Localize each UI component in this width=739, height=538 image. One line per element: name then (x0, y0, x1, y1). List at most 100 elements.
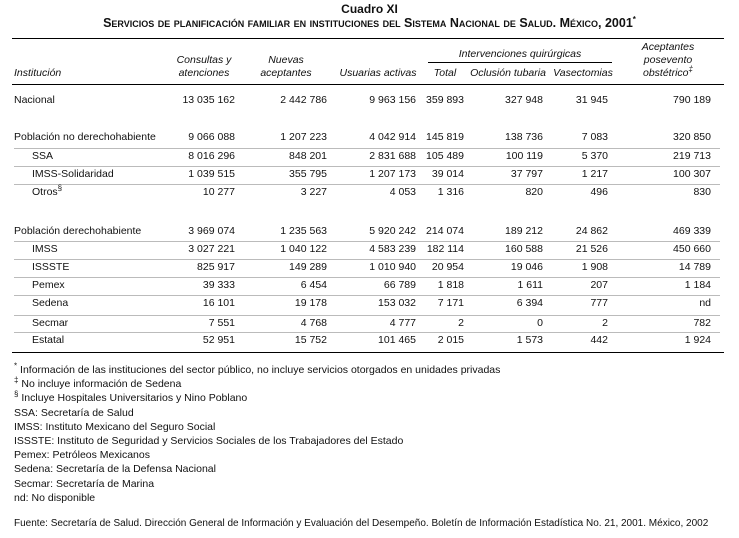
cell: 4 053 (389, 186, 416, 198)
row-label-text: Nacional (14, 94, 55, 106)
row-label-text: Población no derechohabiente (14, 131, 156, 143)
cell: 320 850 (673, 131, 711, 143)
cell: 782 (693, 317, 711, 329)
footnote-text: SSA: Secretaría de Salud (14, 406, 134, 419)
rule (12, 84, 724, 85)
cell: 327 948 (505, 94, 543, 106)
row-label: Secmar (32, 317, 68, 330)
cell: 19 046 (510, 261, 543, 273)
cell: 105 489 (426, 150, 464, 162)
row-label: SSA (32, 150, 53, 163)
cell: 16 101 (202, 297, 235, 309)
footnote-text: No incluye información de Sedena (21, 378, 182, 391)
marker: § (57, 183, 63, 193)
cell: 182 114 (426, 243, 464, 255)
row-label-text: Estatal (32, 334, 65, 346)
cell: 1 924 (684, 334, 711, 346)
group-header: Intervenciones quirúrgicas (458, 48, 582, 60)
cell: 359 893 (426, 94, 464, 106)
cell: 1 040 122 (280, 243, 327, 255)
row-label: IMSS-Solidaridad (32, 168, 114, 181)
cell: 3 227 (300, 186, 327, 198)
footnote: * Información de las instituciones del s… (14, 362, 500, 377)
source: Fuente: Secretaría de Salud. Dirección G… (14, 518, 709, 529)
row-label: Pemex (32, 279, 65, 292)
footnote: § Incluye Hospitales Universitarios y Ni… (14, 390, 247, 405)
cell: 52 951 (202, 334, 235, 346)
cell: 13 035 162 (182, 94, 235, 106)
title: Cuadro XI (341, 2, 398, 16)
row-label-text: SSA (32, 150, 54, 162)
footnote: SSA: Secretaría de Salud (14, 407, 134, 420)
cell: 2 831 688 (369, 150, 416, 162)
cell: 1 818 (437, 279, 464, 291)
footnote: IMSS: Instituto Mexicano del Seguro Soci… (14, 421, 215, 434)
cell: 219 713 (673, 150, 711, 162)
footnote-text: ISSSTE: Instituto de Seguridad y Servici… (14, 435, 404, 447)
row-label-text: Población derechohabiente (14, 225, 142, 237)
marker: ‡ (688, 64, 693, 74)
row-label-text: Otros (32, 186, 58, 198)
cell: 145 819 (426, 131, 464, 143)
row-separator (14, 332, 720, 333)
cell: 9 963 156 (369, 94, 416, 106)
cell: 1 908 (581, 261, 608, 273)
cell: 9 066 088 (188, 131, 235, 143)
cell: 7 551 (208, 317, 235, 329)
cell: nd (699, 297, 711, 309)
cell: 1 207 223 (280, 131, 327, 143)
row-label: ISSSTE (32, 261, 69, 274)
column-header: Institución (14, 67, 124, 80)
cell: 100 307 (673, 168, 711, 180)
cell: 189 212 (505, 225, 543, 237)
column-header-text: Usuarias activas (339, 67, 417, 79)
cell: 830 (693, 186, 711, 198)
cell: 450 660 (673, 243, 711, 255)
row-separator (14, 295, 720, 296)
column-header: Oclusión tubaria (468, 67, 548, 80)
cell: 207 (590, 279, 608, 291)
cell: 469 339 (673, 225, 711, 237)
cell: 66 789 (383, 279, 416, 291)
footnote: nd: No disponible (14, 492, 95, 505)
column-header: Total (424, 67, 466, 80)
cell: 355 795 (289, 168, 327, 180)
row-label-text: IMSS (32, 243, 58, 255)
cell: 496 (590, 186, 608, 198)
cell: 10 277 (202, 186, 235, 198)
cell: 2 442 786 (280, 94, 327, 106)
cell: 442 (590, 334, 608, 346)
cell: 21 526 (575, 243, 608, 255)
cell: 5 920 242 (369, 225, 416, 237)
subtitle-text: Servicios de planificación familiar en i… (103, 16, 633, 30)
cell: 149 289 (289, 261, 327, 273)
footnote-text: IMSS: Instituto Mexicano del Seguro Soci… (14, 420, 216, 433)
row-separator (14, 259, 720, 260)
cell: 825 917 (197, 261, 235, 273)
cell: 1 316 (437, 186, 464, 198)
cell: 100 119 (505, 150, 543, 162)
footnote: Pemex: Petróleos Mexicanos (14, 449, 150, 462)
cell: 0 (537, 317, 543, 329)
cell: 820 (525, 186, 543, 198)
row-separator (14, 166, 720, 167)
cell: 2 015 (437, 334, 464, 346)
column-header-text: Consultas y atenciones (176, 54, 232, 79)
footnote-text: Pemex: Petróleos Mexicanos (14, 449, 150, 462)
cell: 20 954 (431, 261, 464, 273)
row-separator (14, 315, 720, 316)
row-label: Población derechohabiente (14, 225, 141, 238)
cell: 3 969 074 (188, 225, 235, 237)
cell: 7 171 (437, 297, 464, 309)
row-label: Estatal (32, 334, 64, 347)
row-label-text: Pemex (32, 279, 65, 291)
column-header: Nuevas aceptantes (242, 54, 330, 80)
cell: 4 583 239 (369, 243, 416, 255)
footnote: Sedena: Secretaría de la Defensa Naciona… (14, 463, 216, 476)
footnote: ‡ No incluye información de Sedena (14, 376, 182, 391)
footnote: Secmar: Secretaría de Marina (14, 478, 154, 491)
cell: 1 235 563 (280, 225, 327, 237)
footnote-text: nd: No disponible (14, 491, 96, 504)
row-label: Otros§ (32, 183, 63, 199)
